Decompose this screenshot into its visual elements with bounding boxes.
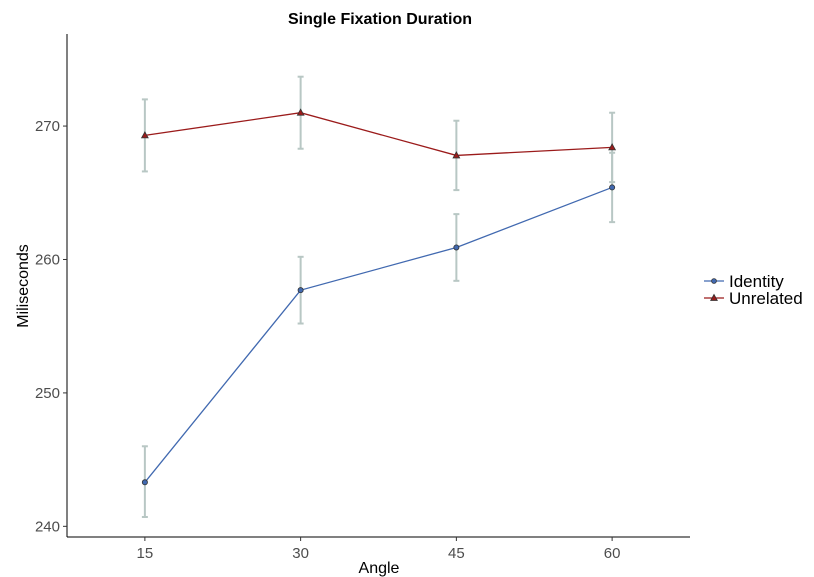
- legend-label: Unrelated: [729, 289, 803, 308]
- y-axis-ticks: 240 250 260 270: [35, 118, 67, 535]
- x-axis-label: Angle: [359, 560, 400, 577]
- x-tick-label: 45: [448, 545, 465, 562]
- legend-label: Identity: [729, 272, 784, 291]
- x-tick-label: 15: [137, 545, 154, 562]
- chart-title: Single Fixation Duration: [288, 11, 472, 28]
- data-point: [608, 143, 617, 151]
- legend-marker: [711, 278, 717, 284]
- legend-marker: [710, 293, 718, 301]
- x-tick-label: 30: [292, 545, 309, 562]
- data-point: [453, 244, 460, 251]
- series-line: [144, 112, 613, 157]
- y-tick-label: 270: [35, 118, 60, 135]
- y-tick-label: 260: [35, 251, 60, 268]
- data-point: [141, 479, 148, 486]
- y-tick-label: 240: [35, 518, 60, 535]
- data-point: [297, 287, 304, 294]
- x-tick-label: 60: [604, 545, 621, 562]
- y-tick-label: 250: [35, 385, 60, 402]
- plot-area: [140, 75, 617, 518]
- data-point: [452, 151, 461, 159]
- data-point: [609, 184, 616, 191]
- y-axis-label: Miliseconds: [15, 244, 32, 328]
- data-point: [296, 108, 305, 116]
- series-identity: [141, 151, 616, 518]
- data-point: [140, 131, 149, 139]
- x-axis-ticks: 15 30 45 60: [137, 537, 621, 562]
- series-unrelated: [140, 75, 617, 192]
- series-line: [144, 186, 613, 483]
